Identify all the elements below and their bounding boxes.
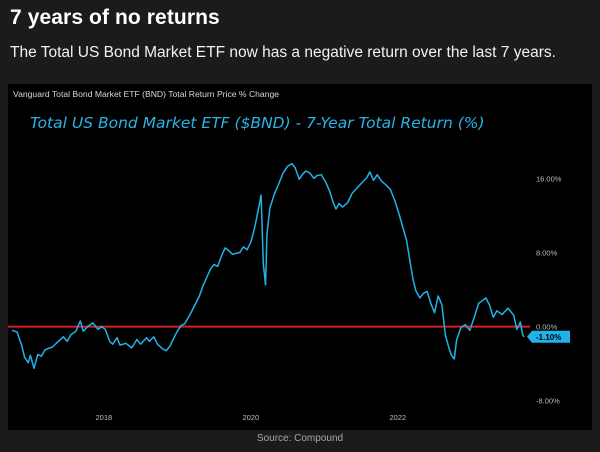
- chart-header: Vanguard Total Bond Market ETF (BND) Tot…: [13, 89, 279, 99]
- y-tick-label: -8.00%: [536, 397, 560, 406]
- chart-title: Total US Bond Market ETF ($BND) - 7-Year…: [30, 114, 485, 132]
- y-tick-label: 0.00%: [536, 323, 558, 332]
- series-line: [11, 162, 525, 370]
- chart-panel: Vanguard Total Bond Market ETF (BND) Tot…: [8, 84, 592, 430]
- line-chart: Vanguard Total Bond Market ETF (BND) Tot…: [8, 89, 570, 422]
- x-tick-label: 2022: [389, 413, 406, 422]
- last-value-badge: -1.10%: [527, 330, 570, 343]
- y-axis-ticks: 16.00% 8.00% 0.00% -8.00%: [536, 174, 562, 405]
- source-note: Source: Compound: [256, 433, 344, 444]
- y-tick-label: 8.00%: [536, 248, 558, 257]
- x-tick-label: 2018: [96, 413, 113, 422]
- last-value-label: -1.10%: [536, 333, 561, 342]
- y-tick-label: 16.00%: [536, 174, 562, 183]
- page-title: 7 years of no returns: [10, 6, 220, 29]
- page-subtitle: The Total US Bond Market ETF now has a n…: [10, 44, 556, 61]
- x-tick-label: 2020: [242, 413, 259, 422]
- x-axis-ticks: 2018 2020 2022: [96, 413, 407, 422]
